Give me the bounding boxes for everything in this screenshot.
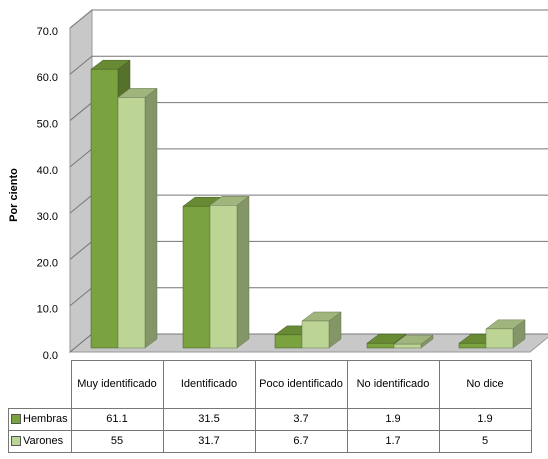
bar-front [182,205,211,349]
value-cell: 1.9 [346,408,440,431]
bar-front [393,343,422,349]
bar [485,319,526,349]
side-grid-line [69,333,93,353]
legend-swatch [11,414,21,425]
legend-cell: Varones [8,430,72,453]
y-tick-label: 50.0 [37,118,58,130]
legend-swatch [11,436,21,447]
bar [117,87,158,349]
legend-cell: Hembras [8,408,72,431]
side-grid-line [69,194,93,214]
category-cell: No dice [438,360,532,409]
y-tick-label: 10.0 [37,304,58,316]
data-table: Muy identificado Identificado Poco identif… [8,360,532,453]
y-tick-label: 20.0 [37,257,58,269]
side-grid-line [69,287,93,307]
y-tick-label: 60.0 [37,72,58,84]
bar-side [144,87,158,349]
side-grid-line [69,55,93,75]
y-axis-title: Por ciento [8,168,20,222]
bar-front [274,334,303,349]
table-header-row: Muy identificado Identificado Poco identif… [9,360,532,409]
side-grid-line [69,148,93,168]
side-grid-line [69,241,93,260]
legend-label: Hembras [23,413,68,425]
bar-front [90,68,119,349]
category-cell: Identificado [162,360,256,409]
bar [209,195,250,349]
back-wall [91,9,548,335]
category-cell: Poco identificado [254,360,348,409]
value-cell: 5 [438,430,532,453]
y-tick-label: 40.0 [37,165,58,177]
side-grid-line [69,9,93,29]
bar [301,311,342,349]
side-wall [69,8,93,354]
bar-front [485,328,514,349]
value-cell: 3.7 [254,408,348,431]
y-tick-label: 30.0 [37,211,58,223]
value-cell: 31.5 [162,408,256,431]
table-row: Varones 55 31.7 6.7 1.7 5 [8,430,532,453]
bar-front [117,97,146,349]
value-cell: 1.9 [438,408,532,431]
legend-label: Varones [23,435,64,447]
y-tick-label: 70.0 [37,26,58,38]
value-cell: 61.1 [70,408,164,431]
bar [393,334,434,349]
side-grid-line [69,102,93,121]
bar-front [366,342,395,349]
value-cell: 55 [70,430,164,453]
bar-side [236,195,250,349]
category-cell: Muy identificado [70,360,164,409]
value-cell: 1.7 [346,430,440,453]
bar-front [301,320,330,349]
value-cell: 6.7 [254,430,348,453]
y-tick-label: 0.0 [43,350,58,362]
corner-cell [9,361,72,409]
category-cell: No identificado [346,360,440,409]
bar-front [209,205,238,349]
value-cell: 31.7 [162,430,256,453]
bar-front [458,342,487,349]
table-row: Hembras 61.1 31.5 3.7 1.9 1.9 [8,408,532,431]
